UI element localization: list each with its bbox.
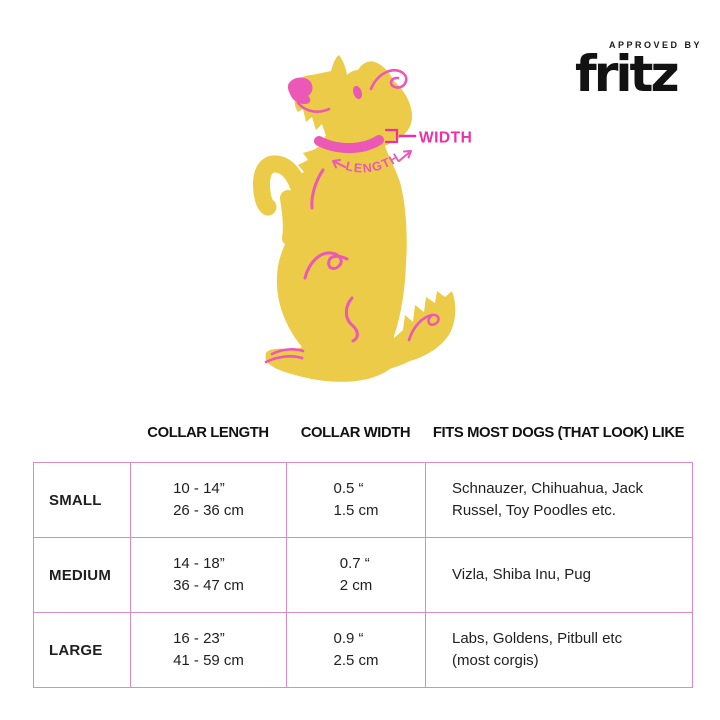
width-cm: 2 cm (339, 577, 373, 594)
header-collar-width: COLLAR WIDTH (300, 425, 411, 441)
header-fits-dogs: FITS MOST DOGS (THAT LOOK) LIKE (432, 425, 685, 441)
dog-illustration: WIDTH LENGTH (253, 55, 472, 382)
brand-logo: APPROVED BY fritz (575, 40, 715, 103)
dog-body-shape (265, 55, 456, 375)
corner-spacer (33, 425, 130, 441)
length-cm: 36 - 47 cm (173, 577, 244, 594)
size-label: LARGE (33, 612, 131, 688)
dogs-line: (most corgis) (452, 652, 539, 669)
width-cm: 2.5 cm (333, 652, 379, 669)
dogs-cell: Labs, Goldens, Pitbull etc (most corgis) (425, 612, 693, 688)
width-cm: 1.5 cm (333, 502, 379, 519)
table-row-medium: MEDIUM 14 - 18” 36 - 47 cm 0.7 “ 2 cm Vizl… (33, 537, 693, 613)
belly-loop-squiggle (303, 251, 349, 280)
width-label: WIDTH (419, 130, 472, 147)
width-inches: 0.9 “ (333, 630, 364, 647)
dogs-line: Schnauzer, Chihuahua, Jack (452, 480, 643, 497)
dogs-line: Vizla, Shiba Inu, Pug (452, 566, 591, 583)
dogs-line: Labs, Goldens, Pitbull etc (452, 630, 623, 647)
width-cell: 0.5 “ 1.5 cm (286, 462, 426, 538)
length-arrow-left-icon (332, 159, 346, 169)
collar-band (314, 135, 384, 153)
length-inches: 16 - 23” (173, 630, 225, 647)
dog-nose (287, 77, 313, 104)
approved-by-text: APPROVED BY (609, 40, 703, 50)
length-cm: 26 - 36 cm (173, 502, 244, 519)
dog-foot-shape (265, 347, 398, 382)
size-label: MEDIUM (33, 537, 131, 613)
width-cell: 0.9 “ 2.5 cm (286, 612, 426, 688)
table-row-large: LARGE 16 - 23” 41 - 59 cm 0.9 “ 2.5 cm Lab… (33, 612, 693, 688)
shoulder-squiggle (310, 168, 325, 210)
length-cell: 14 - 18” 36 - 47 cm (130, 537, 287, 613)
length-cell: 16 - 23” 41 - 59 cm (130, 612, 287, 688)
brand-wordmark: fritz (575, 45, 680, 103)
width-bracket-icon (384, 128, 399, 144)
length-inches: 10 - 14” (173, 480, 225, 497)
ear-squiggle (369, 68, 408, 91)
width-cell: 0.7 “ 2 cm (286, 537, 426, 613)
length-cm: 41 - 59 cm (173, 652, 244, 669)
width-inches: 0.5 “ (333, 480, 364, 497)
foot-lines (264, 348, 305, 364)
dog-mouth-line (296, 101, 331, 113)
size-table: SMALL 10 - 14” 26 - 36 cm 0.5 “ 1.5 cm Sch… (33, 462, 693, 688)
width-inches: 0.7 “ (339, 555, 370, 572)
length-inches: 14 - 18” (173, 555, 225, 572)
dog-front-leg-shape (253, 155, 312, 216)
size-label: SMALL (33, 462, 131, 538)
dog-eye (352, 85, 363, 100)
header-collar-length: COLLAR LENGTH (147, 425, 269, 441)
hip-squiggle (344, 296, 359, 343)
length-arrow-right-icon (398, 150, 412, 162)
tail-squiggle (407, 313, 440, 342)
table-row-small: SMALL 10 - 14” 26 - 36 cm 0.5 “ 1.5 cm Sch… (33, 462, 693, 538)
length-cell: 10 - 14” 26 - 36 cm (130, 462, 287, 538)
dogs-cell: Vizla, Shiba Inu, Pug (425, 537, 693, 613)
table-header-row: COLLAR LENGTH COLLAR WIDTH FITS MOST DOG… (33, 425, 692, 441)
dog-front-paw-shape (280, 190, 299, 246)
dogs-line: Russel, Toy Poodles etc. (452, 502, 616, 519)
dogs-cell: Schnauzer, Chihuahua, Jack Russel, Toy Po… (425, 462, 693, 538)
